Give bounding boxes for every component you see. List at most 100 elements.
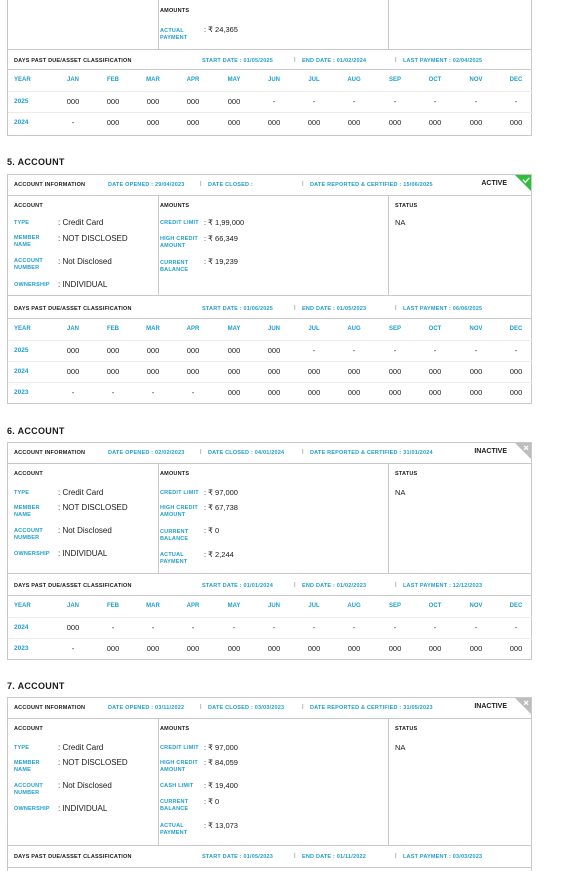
status-value: NA <box>395 743 406 752</box>
high-credit-value: : ₹ 66,349 <box>204 234 238 243</box>
dpd-cell: 000 <box>106 346 120 355</box>
dpd-cell: - <box>352 623 356 632</box>
ownership-value: : INDIVIDUAL <box>58 549 108 558</box>
dpd-cell: - <box>312 623 316 632</box>
dpd-cell: 000 <box>428 118 442 127</box>
ownership-label: OWNERSHIP <box>14 806 50 812</box>
high-credit-label: HIGH CREDIT AMOUNT <box>160 760 198 773</box>
dpd-cell: 000 <box>227 346 241 355</box>
separator: | <box>302 704 304 710</box>
dpd-cell: 000 <box>106 367 120 376</box>
month-header: JUL <box>308 77 320 83</box>
dpd-year: 2025 <box>14 98 29 105</box>
month-header: YEAR <box>14 326 31 332</box>
separator: | <box>200 181 202 187</box>
current-balance-label: CURRENT BALANCE <box>160 799 189 812</box>
dpd-cell: - <box>71 644 75 653</box>
account-info-label: ACCOUNT INFORMATION <box>14 182 86 188</box>
account-number-value: : Not Disclosed <box>58 781 112 790</box>
dpd-cell: - <box>393 346 397 355</box>
dpd-grid: YEAR JAN FEB MAR APR MAY JUN JUL AUG SEP OCT NOV DEC… <box>8 318 533 405</box>
dpd-cell: 000 <box>347 388 361 397</box>
account-header: ACCOUNT <box>14 471 43 477</box>
start-date: START DATE : 01/01/2024 <box>202 583 274 589</box>
date-reported: DATE REPORTED & CERTIFIED : 15/06/2025 <box>310 182 433 188</box>
close-icon <box>515 443 531 459</box>
type-label: TYPE <box>14 745 30 751</box>
dpd-cell: 000 <box>186 346 200 355</box>
credit-limit-label: CREDIT LIMIT <box>160 745 199 751</box>
date-opened: DATE OPENED : 29/04/2023 <box>108 182 185 188</box>
dpd-year: 2024 <box>14 368 29 375</box>
dpd-cell: - <box>151 388 155 397</box>
dpd-cell: 000 <box>509 644 523 653</box>
dpd-cell: - <box>151 623 155 632</box>
status-value: NA <box>395 218 406 227</box>
separator: | <box>395 57 397 63</box>
month-header: OCT <box>428 603 442 609</box>
dpd-cell: 000 <box>428 367 442 376</box>
status-header: STATUS <box>395 471 418 477</box>
member-name-label: MEMBER NAME <box>14 760 40 773</box>
month-header: MAY <box>227 77 241 83</box>
dpd-cell: 000 <box>469 118 483 127</box>
month-header: AUG <box>347 326 361 332</box>
type-value: : Credit Card <box>58 743 104 752</box>
date-opened: DATE OPENED : 02/02/2023 <box>108 450 185 456</box>
month-header: NOV <box>469 603 483 609</box>
member-name-label: MEMBER NAME <box>14 235 40 248</box>
date-closed: DATE CLOSED : <box>208 182 253 188</box>
account-number-label: ACCOUNT NUMBER <box>14 528 43 541</box>
separator: | <box>200 449 202 455</box>
ownership-label: OWNERSHIP <box>14 551 50 557</box>
member-name-value: : NOT DISCLOSED <box>58 234 128 243</box>
actual-payment-value: : ₹ 2,244 <box>204 550 234 559</box>
dpd-cell: - <box>433 97 437 106</box>
amounts-header: AMOUNTS <box>160 203 190 209</box>
month-header: MAY <box>227 603 241 609</box>
dpd-cell: - <box>191 623 195 632</box>
dpd-cell: 000 <box>106 97 120 106</box>
dpd-cell: 000 <box>509 367 523 376</box>
dpd-cell: 000 <box>428 644 442 653</box>
month-header: NOV <box>469 77 483 83</box>
month-header: AUG <box>347 77 361 83</box>
dpd-cell: 000 <box>388 644 402 653</box>
month-header: JUL <box>308 326 320 332</box>
dpd-cell: 000 <box>227 388 241 397</box>
type-value: : Credit Card <box>58 218 104 227</box>
dpd-cell: - <box>393 97 397 106</box>
month-header: JAN <box>66 77 79 83</box>
account-6-title: 6. ACCOUNT <box>7 426 65 436</box>
month-header: MAR <box>146 77 160 83</box>
cash-limit-label: CASH LIMIT <box>160 783 194 789</box>
dpd-cell: - <box>474 346 478 355</box>
separator: | <box>294 57 296 63</box>
current-balance-label: CURRENT BALANCE <box>160 529 189 542</box>
account-number-value: : Not Disclosed <box>58 526 112 535</box>
dpd-cell: 000 <box>66 97 80 106</box>
row-divider <box>8 638 533 639</box>
dpd-cell: 000 <box>267 644 281 653</box>
dpd-cell: 000 <box>146 644 160 653</box>
ownership-value: : INDIVIDUAL <box>58 804 108 813</box>
member-name-label: MEMBER NAME <box>14 505 40 518</box>
ownership-label: OWNERSHIP <box>14 282 50 288</box>
status-badge-text: ACTIVE <box>481 180 507 187</box>
dpd-cell: 000 <box>227 118 241 127</box>
high-credit-value: : ₹ 84,059 <box>204 758 238 767</box>
dpd-cell: 000 <box>307 388 321 397</box>
dpd-cell: - <box>312 346 316 355</box>
dpd-cell: - <box>514 623 518 632</box>
dpd-cell: 000 <box>227 367 241 376</box>
dpd-label: DAYS PAST DUE/ASSET CLASSIFICATION <box>14 583 132 589</box>
month-header: DEC <box>509 603 523 609</box>
credit-limit-label: CREDIT LIMIT <box>160 220 199 226</box>
dpd-cell: 000 <box>66 623 80 632</box>
high-credit-value: : ₹ 67,738 <box>204 503 238 512</box>
actual-payment-label: ACTUAL PAYMENT <box>160 28 188 41</box>
amounts-header: AMOUNTS <box>160 8 190 14</box>
dpd-year: 2025 <box>14 347 29 354</box>
account-info-label: ACCOUNT INFORMATION <box>14 705 86 711</box>
status-header: STATUS <box>395 726 418 732</box>
